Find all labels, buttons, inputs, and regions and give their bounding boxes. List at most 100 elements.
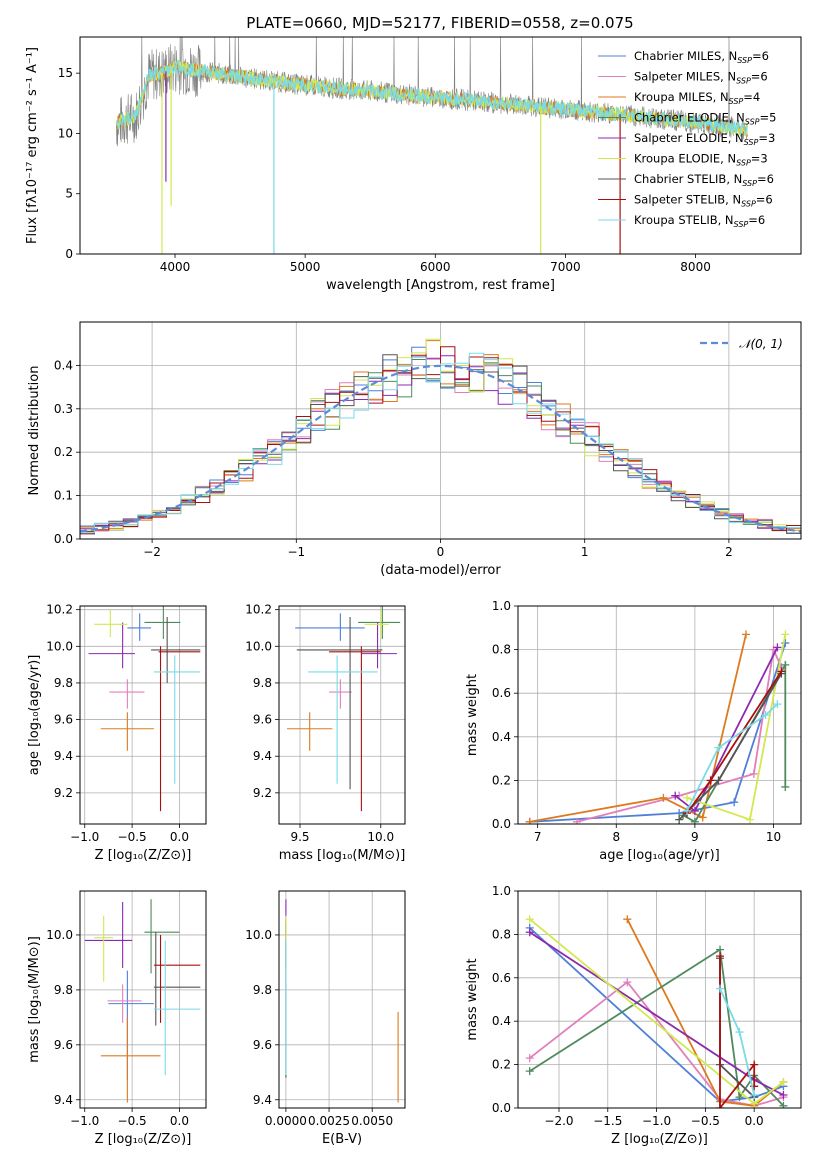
legend-suffix: =3 <box>758 131 775 145</box>
x-tick-label: −1 <box>287 545 305 559</box>
mass-weight-marker-yellow <box>779 1077 788 1086</box>
plot-area <box>525 630 790 824</box>
y-tick-label: 9.4 <box>253 749 272 763</box>
mass-weight-line-red <box>719 956 756 1108</box>
mass-weight-marker-orange <box>623 915 632 924</box>
y-axis-label: mass weight <box>465 958 480 1040</box>
mass-weight-marker-orange <box>741 630 750 639</box>
y-tick-label: 9.8 <box>54 676 73 690</box>
legend-label: Salpeter STELIB, NSSP=6 <box>634 193 773 209</box>
y-tick-label: 0.6 <box>492 686 511 700</box>
y-tick-label: 10.0 <box>245 639 272 653</box>
plot-area <box>285 899 399 1103</box>
mass-weight-marker-green <box>781 782 790 791</box>
mass-weight-marker-pink <box>623 978 632 987</box>
mass-weight-marker-green <box>735 1093 744 1102</box>
mass-weight-marker-yellow <box>745 815 754 824</box>
y-tick-label: 0.1 <box>54 489 73 503</box>
legend-text: Salpeter STELIB, N <box>634 193 741 207</box>
y-tick-label: 10.0 <box>46 639 73 653</box>
mass-weight-marker-cyan <box>735 1028 744 1037</box>
plot-area <box>115 37 748 254</box>
plot-area <box>84 899 201 1103</box>
legend-text: Chabrier STELIB, N <box>634 172 742 186</box>
mass-weight-marker-purple <box>773 643 782 652</box>
axes-6: −1.0 −0.5 0.0 9.4 9.6 9.8 10.0 Z [log₁₀(Z/Z⊙)] m… <box>27 890 207 1147</box>
x-tick-label: 8000 <box>680 260 711 274</box>
legend-suffix: =4 <box>743 90 760 104</box>
mass-weight-marker-red <box>777 667 786 676</box>
y-tick-label: 0.4 <box>492 1014 511 1028</box>
mass-weight-marker-purple <box>671 791 680 800</box>
y-tick-label: 0.4 <box>54 358 73 372</box>
y-tick-label: 0 <box>65 247 73 261</box>
y-axis-label: Flux [fλ10⁻¹⁷ erg cm⁻² s⁻¹ A⁻¹] <box>25 47 40 244</box>
legend-suffix: =6 <box>748 213 765 227</box>
x-tick-label: 6000 <box>420 260 451 274</box>
x-tick-label: 4000 <box>160 260 191 274</box>
y-tick-label: 10.0 <box>46 928 73 942</box>
mass-weight-marker-purple <box>525 928 534 937</box>
legend-subscript: SSP <box>736 159 751 168</box>
x-tick-label: 1 <box>581 545 589 559</box>
x-tick-label: 0 <box>437 545 445 559</box>
legend-subscript: SSP <box>734 220 749 229</box>
legend-subscript: SSP <box>737 56 752 65</box>
x-tick-label: 0.0 <box>745 1114 764 1128</box>
mass-weight-marker-green <box>690 817 699 824</box>
x-tick-label: 10 <box>766 830 781 844</box>
mass-weight-marker-yellow <box>781 630 790 639</box>
legend-label: Kroupa MILES, NSSP=4 <box>634 90 760 106</box>
mass-weight-marker-pink <box>572 817 581 824</box>
legend-text: Kroupa MILES, N <box>634 90 729 104</box>
y-tick-label: 0.6 <box>492 971 511 985</box>
mass-weight-marker-cyan <box>750 1090 759 1099</box>
y-tick-label: 9.2 <box>54 786 73 800</box>
x-tick-label: 8 <box>612 830 620 844</box>
mass-weight-line-red <box>686 670 783 814</box>
y-tick-label: 9.6 <box>54 713 73 727</box>
x-tick-label: 0.0025 <box>308 1114 350 1128</box>
mass-weight-marker-orange <box>698 813 707 822</box>
x-tick-label: 10.0 <box>367 830 394 844</box>
x-axis-label: mass [log₁₀(M/M⊙)] <box>279 848 406 863</box>
y-tick-label: 9.4 <box>54 1093 73 1107</box>
x-tick-label: 2 <box>725 545 733 559</box>
legend-text: Chabrier MILES, N <box>634 49 737 63</box>
x-tick-label: 9 <box>691 830 699 844</box>
axes-3: −1.0 −0.5 0.0 9.2 9.4 9.6 9.8 10.0 10.2 Z [log₁₀(… <box>27 603 207 863</box>
mass-weight-marker-red <box>716 1104 725 1108</box>
mass-weight-marker-cyan <box>773 700 782 709</box>
plot-area <box>88 606 201 812</box>
mass-weight-line-cyan <box>686 703 779 812</box>
mass-weight-line-orange <box>529 634 747 823</box>
axes-4: 9.5 10.0 9.2 9.4 9.6 9.8 10.0 10.2 mass [log₁₀(M… <box>245 603 406 863</box>
x-axis-label: wavelength [Angstrom, rest frame] <box>326 278 555 293</box>
legend-suffix: =6 <box>756 193 773 207</box>
x-tick-label: 0.0 <box>170 830 189 844</box>
y-tick-label: 10.2 <box>245 603 272 617</box>
y-tick-label: 0.8 <box>492 643 511 657</box>
mass-weight-marker-cyan <box>714 743 723 752</box>
y-tick-label: 1.0 <box>492 884 511 898</box>
mass-weight-marker-purple <box>779 1090 788 1099</box>
x-tick-label: −0.5 <box>691 1114 720 1128</box>
axes-7: 0.0000 0.0025 0.0050 9.4 9.6 9.8 10.0 E(B-V) <box>245 890 406 1147</box>
legend-subscript: SSP <box>736 77 751 86</box>
y-tick-label: 0.2 <box>54 445 73 459</box>
legend-label: Salpeter ELODIE, NSSP=3 <box>634 131 775 147</box>
x-axis-label: (data-model)/error <box>380 563 501 578</box>
y-tick-label: 0.3 <box>54 402 73 416</box>
legend-text: Kroupa STELIB, N <box>634 213 734 227</box>
legend-label: Chabrier MILES, NSSP=6 <box>634 49 769 65</box>
axes-frame <box>517 605 802 825</box>
y-tick-label: 9.6 <box>54 1038 73 1052</box>
legend-text: Salpeter ELODIE, N <box>634 131 744 145</box>
y-tick-label: 0.2 <box>492 773 511 787</box>
figure-title: PLATE=0660, MJD=52177, FIBERID=0558, z=0… <box>246 14 633 32</box>
x-axis-label: Z [log₁₀(Z/Z⊙)] <box>95 1132 192 1147</box>
y-axis-label: Normed distribution <box>27 366 42 496</box>
mass-weight-marker-purple <box>690 806 699 815</box>
